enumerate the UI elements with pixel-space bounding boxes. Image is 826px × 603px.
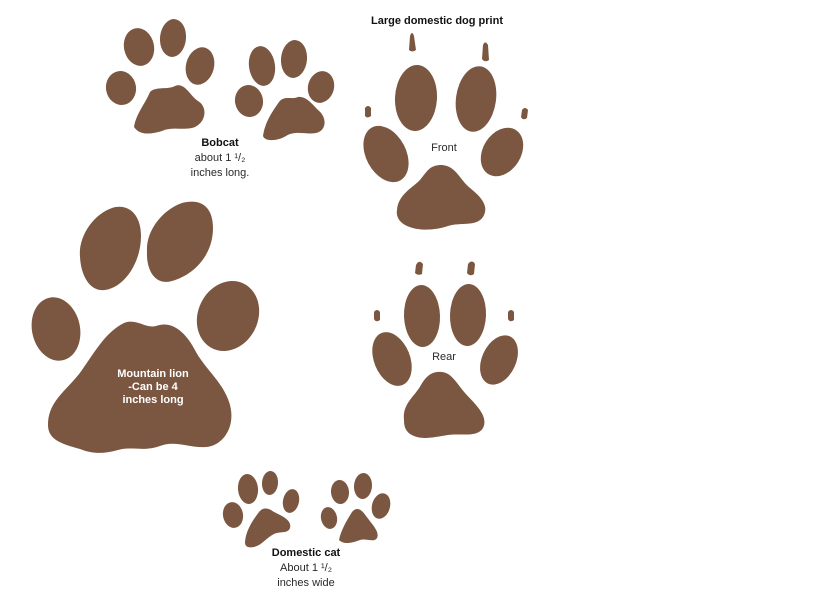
bobcat-name: Bobcat (201, 137, 239, 149)
heel-pad (48, 321, 232, 453)
heel-pad (134, 85, 205, 134)
mountain-lion-print (31, 201, 260, 453)
cat-name: Domestic cat (271, 547, 341, 559)
toe-pad (146, 201, 213, 282)
dog-rear-label: Rear (432, 351, 456, 363)
toe-pad (159, 19, 187, 57)
bobcat-label: Bobcat about 1 ¹/₂ inches long. (170, 136, 270, 181)
toe-pad (394, 65, 438, 131)
toe-pad (403, 285, 441, 347)
toe-pad (371, 493, 391, 519)
cat-size: About 1 ¹/₂ (280, 562, 332, 574)
heel-pad (263, 96, 325, 141)
toe-pad (185, 47, 215, 85)
claw-mark (467, 261, 475, 276)
bobcat-size-unit: inches long. (190, 167, 250, 179)
toe-pad (320, 507, 338, 529)
toe-pad (105, 71, 137, 105)
toe-pad (234, 85, 264, 117)
toe-pad (123, 28, 155, 66)
cat-label: Domestic cat About 1 ¹/₂ inches wide (246, 546, 366, 591)
heel-pad (396, 165, 486, 230)
toe-pad (222, 502, 244, 528)
toe-pad (363, 125, 409, 183)
dog-rear-print (372, 261, 518, 438)
claw-mark (374, 310, 380, 322)
cat-print-left (222, 471, 300, 548)
toe-pad (455, 66, 497, 132)
claw-mark (508, 310, 514, 322)
bobcat-print-right (234, 40, 335, 141)
toe-pad (79, 206, 141, 291)
toe-pad (449, 284, 487, 346)
toe-pad (372, 332, 412, 386)
toe-pad (480, 335, 518, 385)
heel-pad (403, 371, 485, 438)
toe-pad (261, 471, 279, 495)
heel-pad (245, 508, 291, 548)
mountain-lion-label: Mountain lion -Can be 4 inches long (103, 368, 203, 407)
toe-pad (31, 297, 81, 361)
cat-print-right (320, 473, 391, 544)
claw-mark (409, 33, 416, 52)
claw-mark (521, 108, 528, 120)
toe-pad (307, 71, 335, 103)
toe-pad (330, 480, 350, 504)
toe-pad (196, 280, 260, 352)
bobcat-size: about 1 ¹/₂ (194, 152, 246, 164)
bobcat-print-left (105, 19, 215, 134)
mountain-lion-name: Mountain lion (117, 368, 189, 380)
dog-front-print (363, 33, 528, 230)
toe-pad (248, 46, 276, 86)
dog-title: Large domestic dog print (370, 15, 503, 27)
mountain-lion-size: -Can be 4 (128, 381, 178, 393)
toe-pad (353, 473, 373, 499)
heel-pad (339, 509, 378, 544)
toe-pad (282, 489, 300, 513)
dog-front-label: Front (431, 142, 457, 154)
toe-pad (237, 474, 259, 504)
toe-pad (480, 127, 524, 177)
mountain-lion-size-unit: inches long (122, 394, 184, 406)
toe-pad (280, 40, 308, 78)
cat-size-unit: inches wide (277, 577, 335, 589)
claw-mark (482, 42, 489, 62)
claw-mark (415, 261, 423, 275)
claw-mark (365, 106, 371, 118)
